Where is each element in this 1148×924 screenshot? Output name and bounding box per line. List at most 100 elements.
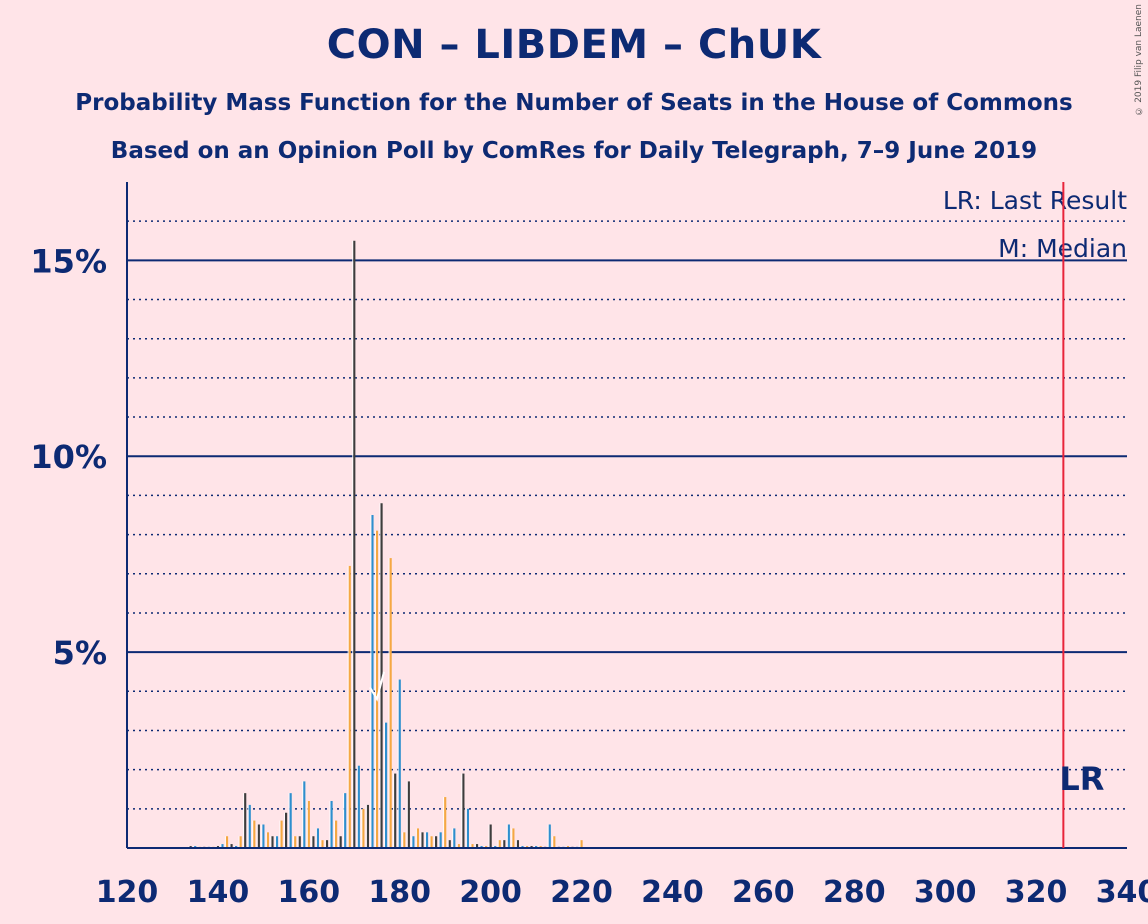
bar (421, 832, 424, 848)
bar-highlight (283, 812, 285, 848)
bar (516, 840, 520, 848)
bar-highlight (265, 832, 267, 848)
bar-highlight (452, 828, 454, 848)
bar (307, 800, 310, 848)
bar-highlight (506, 824, 508, 848)
bar-highlight (288, 793, 290, 848)
bar-highlight (343, 793, 345, 848)
bar (403, 832, 406, 848)
bar-highlight (547, 824, 549, 848)
bar-highlight (497, 840, 499, 848)
bar-highlight (338, 836, 340, 848)
bar-highlight (511, 828, 513, 848)
bar (221, 844, 224, 848)
bar (416, 828, 420, 848)
y-tick-label: 15% (30, 242, 107, 280)
bar-highlight (465, 808, 467, 848)
bar-highlight (443, 797, 445, 848)
bar (312, 836, 315, 848)
bar (553, 836, 556, 848)
bar (230, 844, 233, 848)
last-result-label: LR (1059, 760, 1104, 798)
bar-highlight (429, 836, 431, 848)
bar-highlight (256, 824, 258, 848)
bar (284, 812, 288, 848)
bar (430, 836, 433, 848)
bar (457, 844, 460, 848)
bar (348, 565, 351, 848)
bar (375, 530, 379, 848)
bar-highlight (388, 558, 390, 848)
chart-subtitle: Probability Mass Function for the Number… (75, 90, 1073, 116)
bar-highlight (579, 840, 581, 848)
bars (188, 240, 583, 848)
bar-highlight (320, 840, 322, 848)
bar-highlight (347, 565, 349, 848)
bar-highlight (383, 722, 385, 848)
bar-highlight (488, 824, 490, 848)
bar (498, 840, 501, 848)
legend-last-result: LR: Last Result (943, 186, 1127, 215)
bar (471, 844, 474, 848)
bar (266, 832, 270, 848)
median-marker (369, 671, 385, 702)
bar (489, 824, 492, 848)
x-tick-label: 280 (823, 875, 886, 910)
bar-highlight (433, 836, 435, 848)
bar-highlight (365, 804, 367, 848)
bar (321, 840, 324, 848)
bar (262, 824, 265, 848)
bar-highlight (438, 832, 440, 848)
bar (425, 832, 429, 848)
bar (298, 836, 301, 848)
bar (389, 558, 392, 848)
bar-highlight (329, 800, 331, 848)
bar-highlight (370, 515, 372, 848)
bar (366, 804, 370, 848)
bar-highlight (302, 781, 304, 848)
bar-highlight (324, 840, 326, 848)
y-axis-ticks: 5% 10% 15% (30, 242, 107, 672)
bar-highlight (379, 503, 381, 848)
bar-highlight (415, 828, 417, 848)
y-tick-label: 5% (53, 634, 107, 672)
x-tick-label: 160 (278, 875, 341, 910)
bar (344, 793, 347, 848)
bar-highlight (474, 844, 476, 848)
bar (362, 808, 365, 848)
bar-highlight (461, 773, 463, 848)
x-axis-ticks: 120 140 160 180 200 220 240 260 280 300 320 340 (96, 875, 1148, 910)
bar-highlight (270, 836, 272, 848)
bar (289, 793, 292, 848)
bar (384, 722, 388, 848)
bar (512, 828, 515, 848)
bar (271, 836, 274, 848)
bar (407, 781, 410, 848)
bar (225, 836, 229, 848)
bar-highlight (315, 828, 317, 848)
x-tick-label: 200 (459, 875, 522, 910)
bar (275, 836, 279, 848)
bar (453, 828, 456, 848)
axes (126, 182, 1127, 849)
bar-highlight (402, 832, 404, 848)
bar (371, 515, 374, 848)
gridlines (127, 220, 1127, 810)
bar (580, 840, 583, 848)
bar-highlight (502, 840, 504, 848)
x-tick-label: 300 (914, 875, 977, 910)
bar (462, 773, 465, 848)
bar-highlight (247, 804, 249, 848)
x-tick-label: 320 (1005, 875, 1068, 910)
bar-highlight (420, 832, 422, 848)
bar-highlight (293, 836, 295, 848)
bar (325, 840, 329, 848)
bar-highlight (515, 840, 517, 848)
bar (380, 503, 383, 848)
bar-highlight (361, 808, 363, 848)
bar (444, 797, 447, 848)
bar-highlight (297, 836, 299, 848)
bar (412, 836, 415, 848)
bar (357, 765, 360, 848)
